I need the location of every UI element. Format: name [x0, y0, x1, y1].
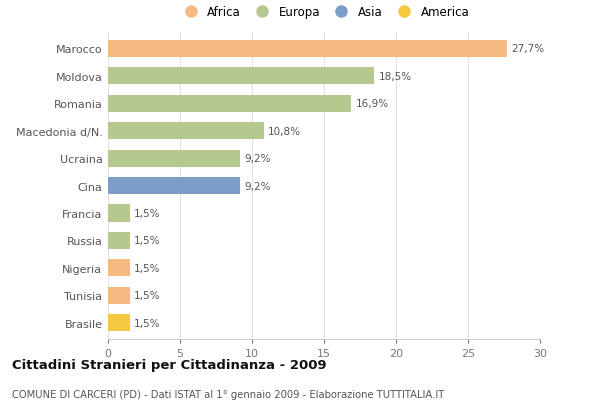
- Bar: [108, 123, 263, 140]
- Text: 1,5%: 1,5%: [134, 236, 160, 246]
- Text: 9,2%: 9,2%: [245, 181, 271, 191]
- Bar: [108, 178, 241, 195]
- Bar: [108, 205, 130, 222]
- Text: 18,5%: 18,5%: [379, 72, 412, 81]
- Bar: [108, 287, 130, 304]
- Bar: [108, 260, 130, 277]
- Text: 1,5%: 1,5%: [134, 209, 160, 218]
- Text: 16,9%: 16,9%: [356, 99, 389, 109]
- Text: 9,2%: 9,2%: [245, 154, 271, 164]
- Text: 1,5%: 1,5%: [134, 263, 160, 273]
- Bar: [108, 95, 352, 112]
- Text: 1,5%: 1,5%: [134, 291, 160, 301]
- Text: COMUNE DI CARCERI (PD) - Dati ISTAT al 1° gennaio 2009 - Elaborazione TUTTITALIA: COMUNE DI CARCERI (PD) - Dati ISTAT al 1…: [12, 389, 444, 399]
- Text: 1,5%: 1,5%: [134, 318, 160, 328]
- Bar: [108, 232, 130, 249]
- Text: 10,8%: 10,8%: [268, 126, 301, 136]
- Legend: Africa, Europa, Asia, America: Africa, Europa, Asia, America: [176, 3, 472, 21]
- Bar: [108, 40, 507, 58]
- Bar: [108, 150, 241, 167]
- Text: Cittadini Stranieri per Cittadinanza - 2009: Cittadini Stranieri per Cittadinanza - 2…: [12, 358, 326, 371]
- Text: 27,7%: 27,7%: [511, 44, 544, 54]
- Bar: [108, 315, 130, 332]
- Bar: [108, 68, 374, 85]
